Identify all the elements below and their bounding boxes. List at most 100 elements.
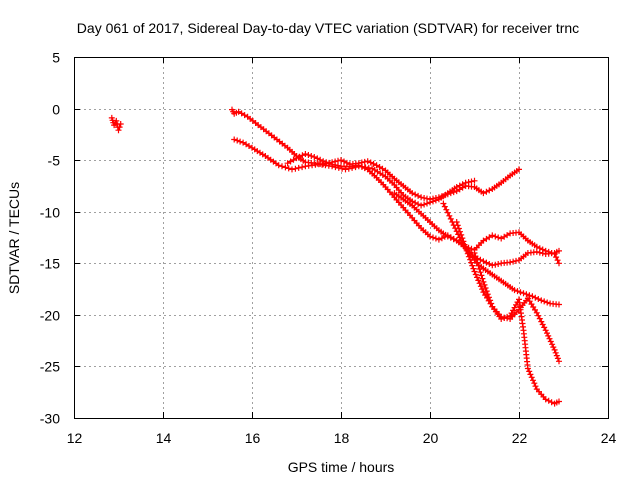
- data-point: [483, 188, 490, 195]
- data-point: [472, 253, 479, 260]
- data-point: [545, 397, 552, 404]
- data-point: [556, 358, 562, 365]
- y-tick-label: 0: [52, 102, 60, 118]
- data-point: [527, 371, 534, 378]
- data-point: [544, 330, 550, 337]
- data-point: [526, 292, 533, 299]
- data-point: [279, 163, 285, 170]
- data-point: [467, 256, 474, 263]
- x-tick-label: 14: [156, 430, 172, 446]
- data-point: [554, 257, 561, 264]
- data-point: [424, 200, 430, 207]
- data-point: [552, 349, 559, 356]
- data-point: [459, 235, 466, 242]
- x-axis-label: GPS time / hours: [288, 459, 395, 475]
- x-tick-label: 18: [334, 430, 350, 446]
- data-point: [472, 271, 479, 278]
- data-point: [520, 290, 527, 297]
- data-point: [481, 281, 488, 288]
- data-point: [541, 298, 548, 305]
- x-tick-label: 22: [512, 430, 528, 446]
- data-point: [299, 152, 306, 159]
- data-point: [545, 332, 552, 339]
- data-point: [464, 250, 471, 257]
- data-point: [528, 374, 535, 381]
- data-point: [510, 258, 517, 265]
- data-point: [495, 261, 502, 267]
- data-point: [473, 256, 480, 263]
- data-point: [231, 136, 238, 143]
- data-point: [539, 250, 546, 257]
- data-point: [432, 235, 439, 242]
- data-point: [469, 262, 476, 269]
- data-point: [489, 232, 496, 239]
- data-point: [320, 158, 327, 165]
- data-point: [476, 266, 483, 272]
- series-line: [231, 109, 520, 200]
- data-point: [329, 161, 336, 168]
- data-point: [475, 277, 482, 284]
- data-point: [532, 383, 539, 390]
- data-point: [427, 233, 433, 240]
- data-point: [554, 355, 561, 362]
- data-point: [458, 231, 465, 238]
- data-point: [523, 291, 530, 298]
- data-point: [479, 275, 486, 282]
- data-point: [461, 241, 468, 248]
- data-point: [533, 248, 540, 255]
- data-point: [438, 235, 445, 242]
- y-tick-label: -25: [40, 359, 60, 375]
- data-point: [474, 274, 480, 281]
- series-line: [456, 221, 560, 362]
- data-point: [495, 234, 502, 241]
- data-point: [335, 162, 341, 169]
- data-point: [430, 234, 436, 241]
- data-point: [462, 179, 469, 186]
- data-point: [444, 209, 451, 216]
- data-point: [463, 247, 470, 254]
- data-point: [361, 158, 368, 165]
- data-point: [511, 287, 518, 294]
- data-point: [311, 154, 318, 160]
- data-point: [553, 254, 560, 261]
- y-tick-label: -30: [40, 411, 60, 427]
- data-point: [486, 261, 493, 267]
- data-point: [524, 365, 531, 372]
- data-point: [486, 187, 493, 194]
- data-point: [548, 399, 555, 406]
- data-point: [480, 190, 487, 197]
- y-tick-label: -10: [40, 205, 60, 221]
- data-point: [338, 157, 344, 164]
- data-point: [487, 297, 494, 304]
- data-point: [492, 261, 499, 268]
- data-point: [471, 177, 478, 184]
- data-point: [507, 259, 514, 266]
- data-point: [295, 164, 302, 171]
- data-point: [412, 191, 419, 198]
- y-tick-label: -5: [48, 153, 61, 169]
- data-point: [361, 165, 368, 172]
- data-point: [367, 159, 374, 166]
- data-point: [427, 199, 433, 206]
- data-point: [556, 398, 562, 405]
- data-point: [446, 212, 453, 219]
- data-point: [444, 233, 451, 240]
- series-track-c: [231, 136, 478, 209]
- data-point: [457, 228, 463, 235]
- data-point: [447, 215, 454, 222]
- data-point: [302, 151, 309, 157]
- series-track-h: [471, 250, 562, 407]
- data-point: [454, 222, 461, 229]
- data-point: [117, 121, 124, 127]
- x-tick-label: 16: [245, 430, 261, 446]
- data-point: [526, 368, 533, 375]
- data-point: [285, 165, 292, 172]
- data-point: [476, 280, 483, 287]
- data-point: [342, 166, 349, 173]
- data-point: [492, 233, 499, 240]
- data-point: [498, 316, 505, 322]
- data-point: [513, 257, 519, 264]
- data-point: [358, 163, 365, 170]
- data-point: [547, 338, 554, 345]
- y-axis-label: SDTVAR / TECUs: [6, 182, 22, 294]
